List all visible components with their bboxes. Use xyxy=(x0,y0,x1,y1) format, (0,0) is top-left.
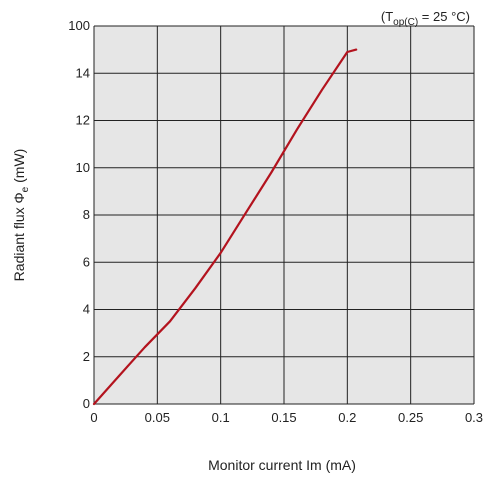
y-tick-label: 14 xyxy=(76,65,90,80)
x-tick-labels: 0 0.05 0.1 0.15 0.2 0.25 0.3 xyxy=(90,410,483,425)
x-tick-label: 0.05 xyxy=(145,410,170,425)
y-tick-label: 6 xyxy=(83,254,90,269)
y-tick-label: 0 xyxy=(83,396,90,411)
condition-label: (Top(C) = 25 °C) xyxy=(381,9,470,28)
x-tick-label: 0 xyxy=(90,410,97,425)
y-tick-label: 2 xyxy=(83,349,90,364)
x-axis-label: Monitor current Im (mA) xyxy=(208,457,356,473)
series-line xyxy=(92,48,358,406)
x-tick-label: 0.3 xyxy=(465,410,483,425)
x-tick-label: 0.15 xyxy=(271,410,296,425)
y-tick-label: 4 xyxy=(83,302,90,317)
y-tick-label: 8 xyxy=(83,207,90,222)
y-axis-label: Radiant flux Φe (mW) xyxy=(11,149,31,282)
y-tick-label: 12 xyxy=(76,113,90,128)
y-tick-labels: 0 2 4 6 8 10 12 14 100 xyxy=(68,18,90,411)
x-tick-label: 0.1 xyxy=(212,410,230,425)
y-tick-label: 100 xyxy=(68,18,90,33)
series-layer xyxy=(92,48,358,406)
grid-lines xyxy=(93,25,475,405)
y-tick-label: 10 xyxy=(76,160,90,175)
x-tick-label: 0.25 xyxy=(398,410,423,425)
x-tick-label: 0.2 xyxy=(338,410,356,425)
